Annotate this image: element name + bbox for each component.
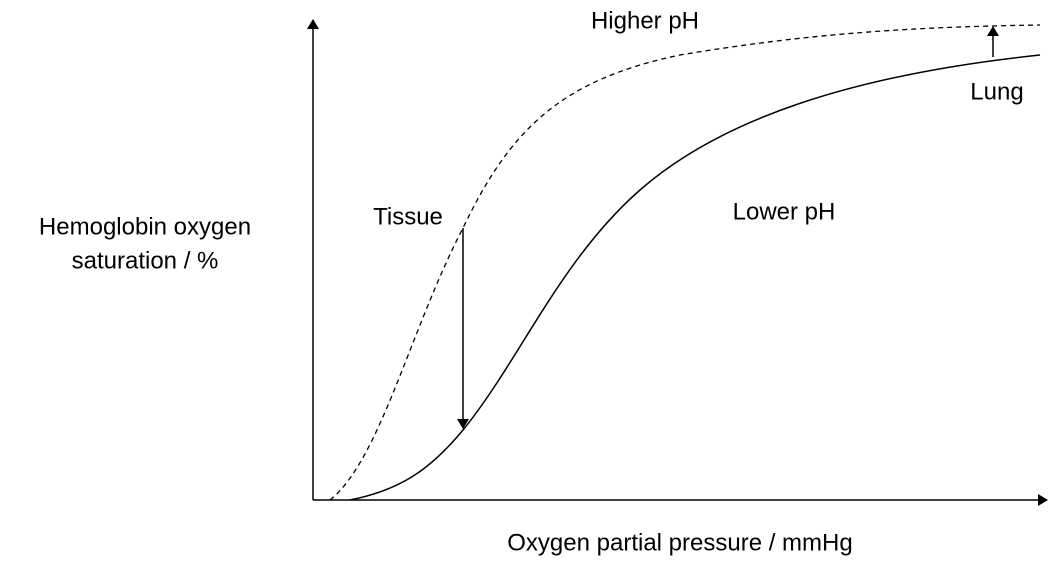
y-axis-label: saturation / % — [72, 247, 219, 274]
curve-label: Higher pH — [591, 7, 699, 34]
annotation: Lung — [970, 78, 1023, 105]
x-axis-label: Oxygen partial pressure / mmHg — [507, 529, 852, 556]
y-axis-label: Hemoglobin oxygen — [39, 213, 251, 240]
higher-ph-curve — [329, 24, 1041, 501]
annotation: Tissue — [373, 203, 443, 230]
lower-ph-curve — [349, 54, 1041, 501]
curve-label: Lower pH — [733, 198, 836, 225]
